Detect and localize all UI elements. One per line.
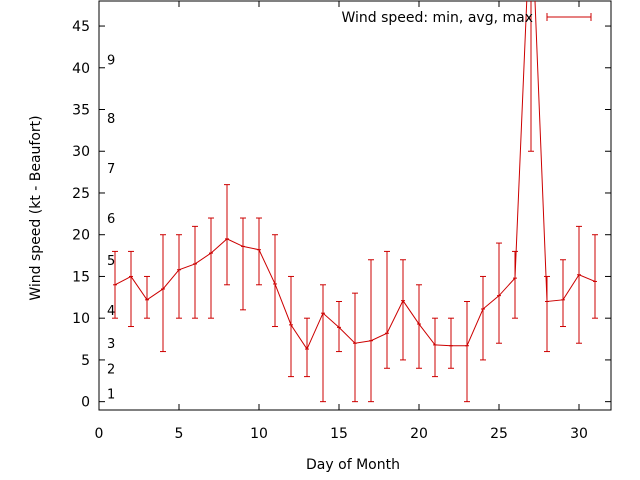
beaufort-label: 6 xyxy=(107,212,115,227)
x-axis: 0 5 10 15 20 25 30 xyxy=(95,1,588,442)
x-axis-title: Day of Month xyxy=(306,457,400,473)
x-tick-label: 30 xyxy=(570,426,588,442)
x-tick-label: 5 xyxy=(175,426,184,442)
x-tick-label: 0 xyxy=(95,426,104,442)
beaufort-label: 9 xyxy=(107,53,115,68)
x-tick-label: 15 xyxy=(330,426,348,442)
x-tick-label: 10 xyxy=(250,426,268,442)
y-tick-label: 15 xyxy=(72,269,90,285)
y-tick-label: 25 xyxy=(72,186,90,202)
y-tick-label: 20 xyxy=(72,228,90,244)
beaufort-label: 5 xyxy=(107,254,115,269)
y-tick-label: 40 xyxy=(72,61,90,77)
y-tick-label: 45 xyxy=(72,19,90,35)
beaufort-label: 7 xyxy=(107,162,115,177)
legend: Wind speed: min, avg, max xyxy=(341,10,592,26)
y-tick-label: 10 xyxy=(72,311,90,327)
x-tick-label: 25 xyxy=(490,426,508,442)
beaufort-label: 1 xyxy=(107,387,115,402)
y-tick-label: 30 xyxy=(72,144,90,160)
beaufort-label: 4 xyxy=(107,304,115,319)
y-tick-label: 0 xyxy=(81,395,90,411)
y-tick-label: 5 xyxy=(81,353,90,369)
beaufort-label: 3 xyxy=(107,337,115,352)
beaufort-scale: 1 2 3 4 5 6 7 8 9 xyxy=(107,53,115,402)
x-tick-label: 20 xyxy=(410,426,428,442)
legend-label: Wind speed: min, avg, max xyxy=(341,10,533,26)
series-layer xyxy=(112,1,598,403)
beaufort-label: 2 xyxy=(107,362,115,377)
beaufort-label: 8 xyxy=(107,112,115,127)
plot-frame xyxy=(98,0,612,411)
y-axis-title: Wind speed (kt - Beaufort) xyxy=(28,115,44,300)
y-tick-label: 35 xyxy=(72,103,90,119)
